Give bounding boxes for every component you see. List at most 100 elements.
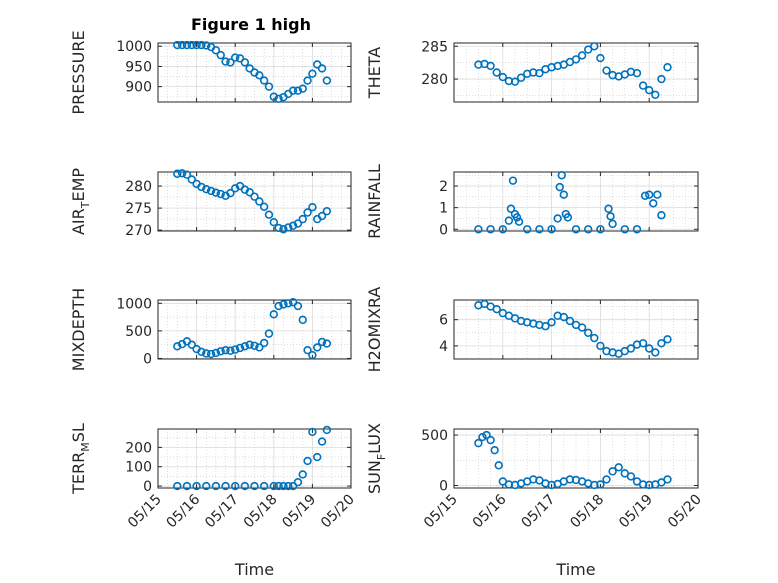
data-point [626,344,636,353]
data-point [590,42,599,51]
y-tick-label: 500 [421,428,448,444]
x-tick-label: 05/15 [125,492,165,532]
y-tick-label: 280 [421,72,448,88]
data-point [596,480,605,489]
y-tick-label: 2 [439,179,448,195]
data-point [308,203,317,212]
data-point [250,481,259,491]
data-point [197,347,206,357]
data-point [259,76,269,85]
data-point [197,182,206,192]
data-point [202,41,211,50]
data-point [322,76,332,85]
data-point [498,72,507,82]
y-tick-label: 0 [439,478,448,494]
data-point [547,318,556,327]
data-point [293,86,303,95]
data-point [264,210,274,219]
y-axis-label: PRESSURE [69,30,88,114]
axes-frame [453,299,699,360]
data-point [486,61,495,71]
data-point [322,339,332,348]
data-point [559,190,568,199]
series-points [173,298,332,360]
data-point [173,481,182,491]
grid [157,429,352,488]
data-point [245,188,254,197]
data-point [490,445,499,455]
data-point [604,204,613,213]
y-axis-label-main: AIR [69,208,88,235]
y-axis-label: MIXDEPTH [69,288,88,371]
y-axis-label: THETA [365,47,384,99]
data-point [596,341,605,351]
data-point [308,350,317,360]
series-points [474,42,672,99]
data-point [192,481,201,491]
figure-title: Figure 1 high [191,15,311,34]
data-point [279,300,288,309]
data-point [245,340,254,349]
data-point [583,45,593,54]
y-tick-label: 4 [439,339,448,355]
data-point [486,435,495,445]
axes-frame [157,299,352,360]
y-axis-label-tail: SL [69,423,88,442]
x-tick-label: 05/20 [318,492,358,532]
data-point [535,225,544,234]
x-tick-label: 05/20 [665,492,705,532]
data-point [226,346,235,355]
data-point [245,64,254,73]
y-axis-label-main: MIXDEPTH [69,288,88,371]
y-tick-label: 1000 [116,296,152,312]
data-point [250,192,259,201]
data-point [211,46,221,55]
data-point [173,169,182,178]
data-point [535,68,544,78]
data-point [317,211,327,221]
data-point [614,463,623,472]
data-point [235,54,245,63]
data-point [512,213,522,222]
data-point [274,223,283,233]
data-point [288,86,298,95]
data-point [308,427,317,437]
x-axis-label: Time [234,560,274,579]
data-point [608,467,617,476]
x-tick-label: 05/16 [470,491,510,531]
data-point [602,66,611,75]
data-point [192,40,201,50]
data-point [298,470,307,479]
data-point [559,312,568,322]
data-point [317,437,327,446]
data-point [240,481,250,491]
y-axis-label-main: PRESSURE [69,30,88,114]
x-tick-label: 05/17 [202,492,242,532]
data-point [663,475,672,484]
data-point [322,206,332,216]
data-point [638,81,648,90]
subplot-theta: 280 285 THETA [365,39,699,103]
data-point [279,225,288,234]
data-point [478,432,487,442]
data-point [653,190,662,199]
data-point [651,348,660,357]
data-point [510,77,520,86]
data-point [216,50,225,60]
data-point [264,329,274,338]
data-point [649,199,658,208]
data-point [547,225,556,234]
y-axis-label: TERRMSL [69,423,92,495]
data-point [303,456,312,466]
data-point [226,58,235,67]
y-tick-label: 500 [125,324,152,340]
data-point [663,63,672,72]
data-point [541,322,550,331]
data-point [284,223,293,232]
y-tick-label: 0 [143,351,152,367]
data-point [231,184,240,193]
axes-frame [453,42,699,103]
data-point [317,64,327,73]
subplot-h2omixra: 4 6 H2OMIXRA [365,287,699,372]
